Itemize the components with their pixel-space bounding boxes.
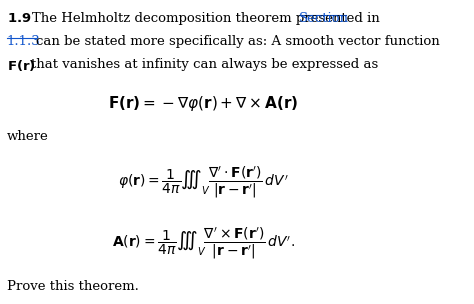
Text: Prove this theorem.: Prove this theorem. xyxy=(7,280,139,293)
Text: 1.1.3: 1.1.3 xyxy=(7,35,41,48)
Text: where: where xyxy=(7,130,48,143)
Text: can be stated more specifically as: A smooth vector function: can be stated more specifically as: A sm… xyxy=(36,35,439,48)
Text: $\mathbf{A}(\mathbf{r}) = \dfrac{1}{4\pi}\iiint_V \dfrac{\nabla' \times \mathbf{: $\mathbf{A}(\mathbf{r}) = \dfrac{1}{4\pi… xyxy=(112,225,295,261)
Text: $\mathbf{1.9}$: $\mathbf{1.9}$ xyxy=(7,12,31,25)
Text: $\mathbf{F(r)}$: $\mathbf{F(r)}$ xyxy=(7,58,36,73)
Text: Section: Section xyxy=(299,12,349,25)
Text: $\varphi(\mathbf{r}) = \dfrac{1}{4\pi}\iiint_V \dfrac{\nabla' \cdot \mathbf{F}(\: $\varphi(\mathbf{r}) = \dfrac{1}{4\pi}\i… xyxy=(118,164,289,200)
Text: $\mathbf{F(r)} = -\nabla\varphi(\mathbf{r}) + \nabla \times \mathbf{A(r)}$: $\mathbf{F(r)} = -\nabla\varphi(\mathbf{… xyxy=(109,94,299,113)
Text: that vanishes at infinity can always be expressed as: that vanishes at infinity can always be … xyxy=(30,58,378,71)
Text: The Helmholtz decomposition theorem presented in: The Helmholtz decomposition theorem pres… xyxy=(32,12,380,25)
